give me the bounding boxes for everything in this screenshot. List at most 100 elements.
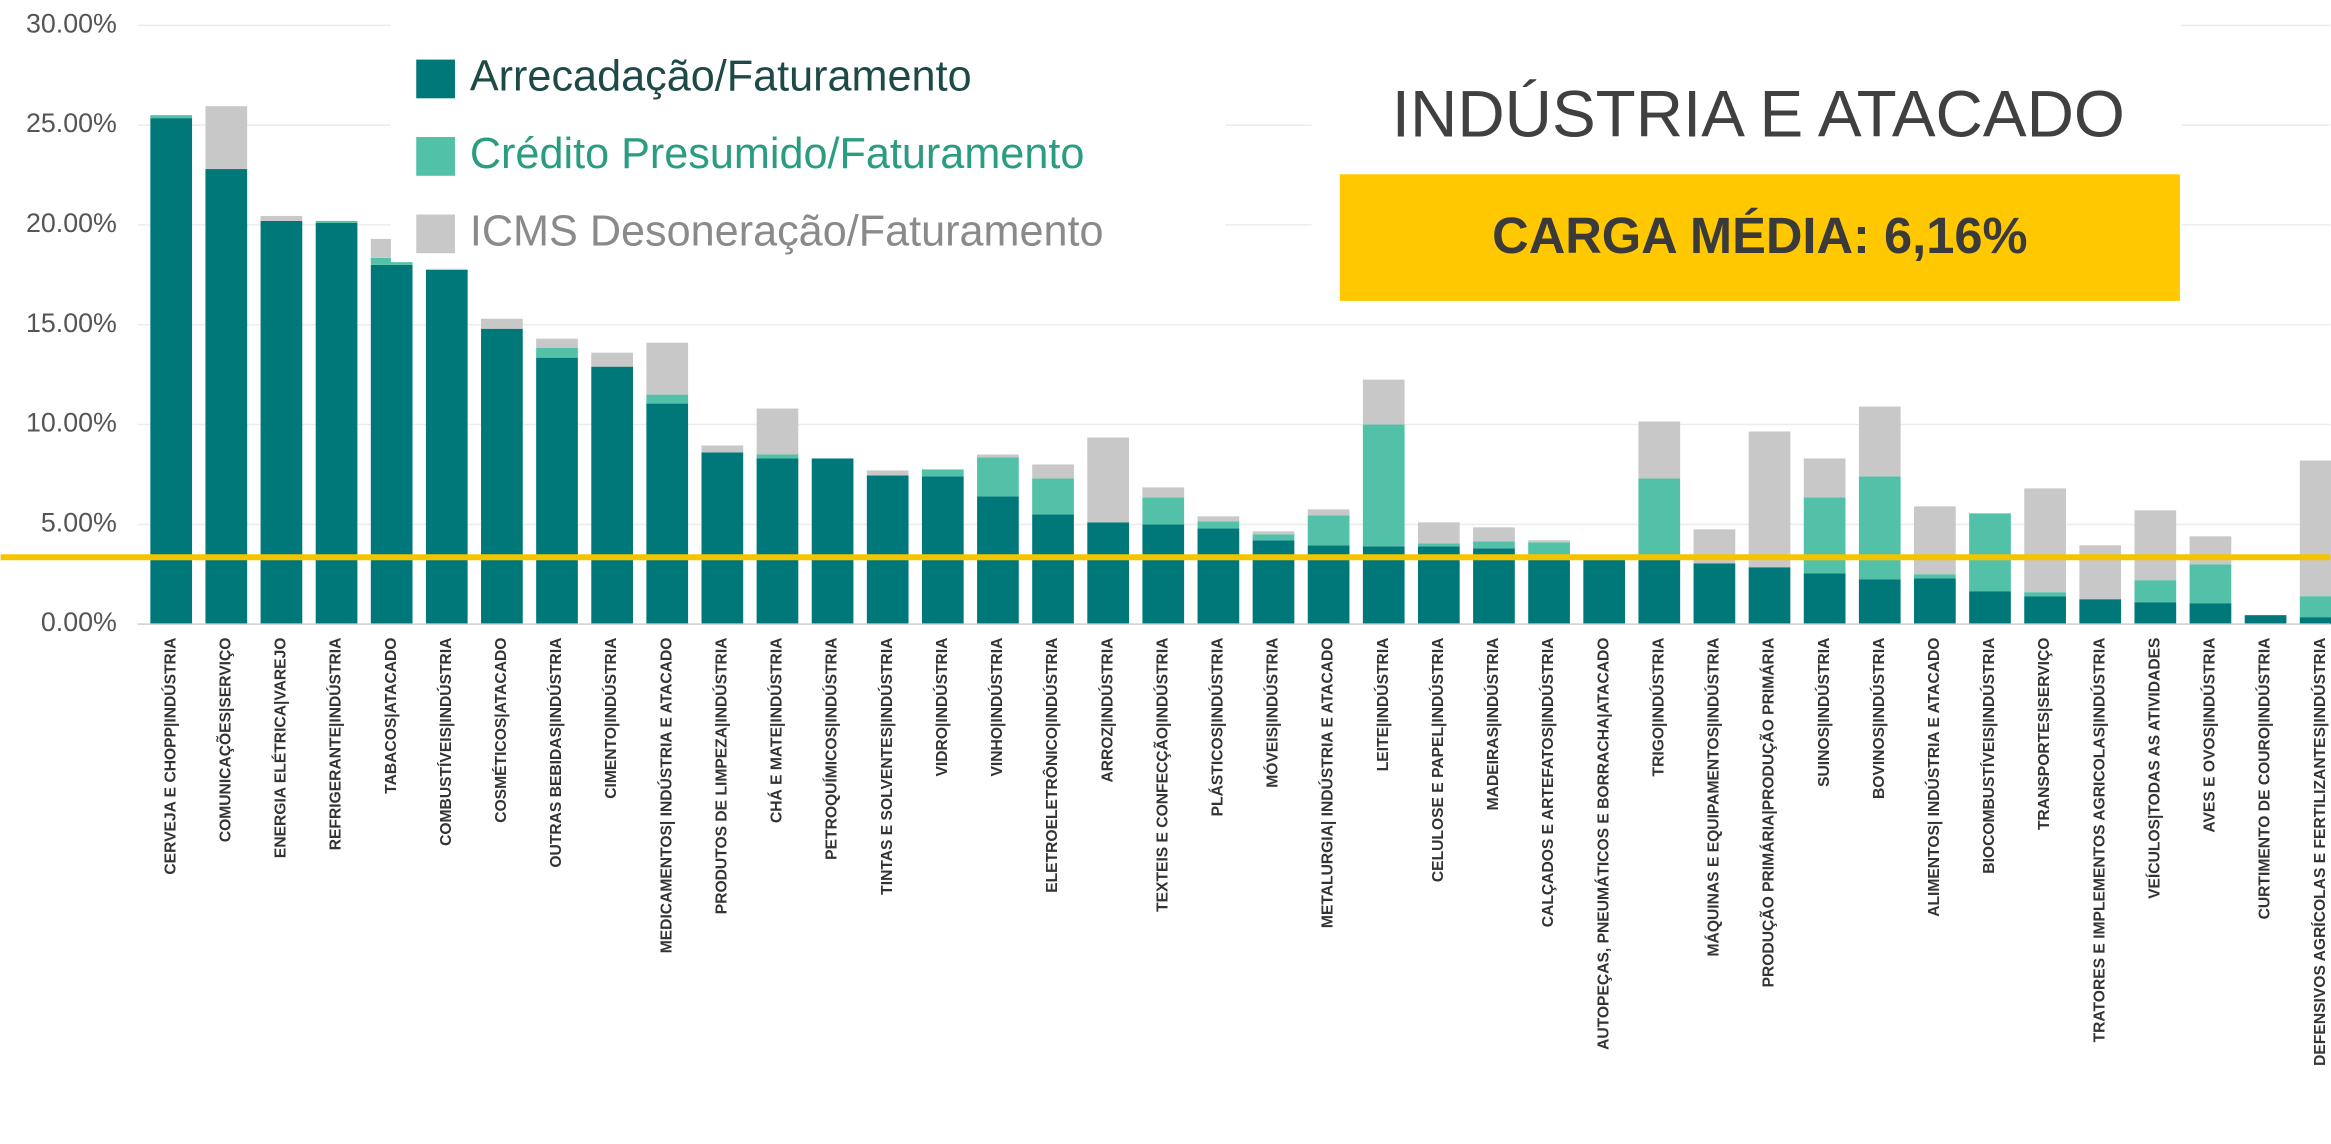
bar-segment xyxy=(1638,478,1681,559)
bar-segment xyxy=(2189,564,2232,604)
x-tick-label: PLÁSTICOS|INDÚSTRIA xyxy=(1208,638,1227,817)
chart-title: INDÚSTRIA E ATACADO xyxy=(1392,77,2125,150)
bar-segment xyxy=(1858,579,1901,625)
x-tick-label: PRODUÇÃO PRIMÁRIA|PRODUÇÃO PRIMÁRIA xyxy=(1758,638,1778,988)
legend-backdrop xyxy=(390,98,1226,263)
bar-segment xyxy=(1528,540,1570,543)
bar-segment xyxy=(260,220,303,625)
bar-segment xyxy=(1142,524,1185,625)
bar-segment xyxy=(921,476,964,625)
bar-segment xyxy=(977,496,1019,625)
bar-segment xyxy=(1693,563,1736,625)
legend-swatch xyxy=(416,137,455,176)
bar-segment xyxy=(1473,527,1515,542)
bar-segment xyxy=(2134,580,2177,603)
bars xyxy=(150,106,2331,625)
x-tick-label: CIMENTO|INDÚSTRIA xyxy=(601,638,620,799)
x-tick-label: COMUNICAÇÕES|SERVIÇO xyxy=(214,638,234,843)
x-tick-label: VIDRO|INDÚSTRIA xyxy=(932,638,951,777)
x-tick-label: MÓVEIS|INDÚSTRIA xyxy=(1263,638,1282,788)
y-tick-label: 25.00% xyxy=(26,108,117,138)
bar-segment xyxy=(1473,548,1515,625)
x-tick-label: TINTAS E SOLVENTES|INDÚSTRIA xyxy=(877,638,896,895)
badge xyxy=(1339,174,2180,301)
bar-segment xyxy=(315,222,358,625)
bar-segment xyxy=(1858,406,1901,477)
bar-segment xyxy=(1858,476,1901,580)
x-tick-label: ALIMENTOS| INDÚSTRIA E ATACADO xyxy=(1924,638,1943,917)
x-tick-label: TRANSPORTES|SERVIÇO xyxy=(2036,638,2053,830)
x-tick-label: CERVEJA E CHOPP|INDÚSTRIA xyxy=(160,638,179,875)
bar-segment xyxy=(2189,603,2232,625)
x-tick-label: TEXTEIS E CONFECÇÃO|INDÚSTRIA xyxy=(1151,638,1171,912)
legend-label: Crédito Presumido/Faturamento xyxy=(470,130,1085,178)
x-tick-label: COSMÉTICOS|ATACADO xyxy=(491,638,510,823)
legend-swatch xyxy=(416,214,455,254)
bar-segment xyxy=(1197,528,1240,625)
y-tick-label: 0.00% xyxy=(41,607,117,637)
bar-segment xyxy=(646,394,689,404)
x-tick-label: OUTRAS BEBIDAS|INDÚSTRIA xyxy=(546,638,565,868)
legend-label: Arrecadação/Faturamento xyxy=(470,52,972,100)
bar-segment xyxy=(1252,540,1295,625)
x-tick-label: VEÍCULOS|TODAS AS ATIVIDADES xyxy=(2144,638,2163,899)
bar-segment xyxy=(1528,554,1570,625)
x-tick-label: ARROZ|INDÚSTRIA xyxy=(1097,638,1116,783)
bar-segment xyxy=(2299,617,2331,625)
x-tick-label: BIOCOMBUSTÍVEIS|INDÚSTRIA xyxy=(1979,638,1998,874)
bar-segment xyxy=(646,342,689,395)
bar-segment xyxy=(1638,421,1681,479)
bar-segment xyxy=(536,347,578,358)
legend-label: ICMS Desoneração/Faturamento xyxy=(470,207,1104,255)
x-tick-label: CELULOSE E PAPEL|INDÚSTRIA xyxy=(1428,638,1447,883)
bar-segment xyxy=(701,452,744,625)
bar-segment xyxy=(1142,487,1185,498)
y-tick-label: 15.00% xyxy=(26,308,117,338)
x-tick-label: CALÇADOS E ARTEFATOS|INDÚSTRIA xyxy=(1538,638,1557,928)
bar-segment xyxy=(536,357,578,625)
bar-segment xyxy=(646,403,689,625)
bar-segment xyxy=(1417,543,1460,547)
bar-segment xyxy=(536,338,578,348)
bar-segment xyxy=(1087,522,1130,625)
bar-segment xyxy=(481,318,523,329)
bar-segment xyxy=(1032,478,1074,515)
bar-segment xyxy=(1252,534,1295,541)
bar-segment xyxy=(866,475,909,625)
bar-segment xyxy=(1803,497,1846,574)
x-tick-label: TRIGO|INDÚSTRIA xyxy=(1648,638,1667,777)
bar-segment xyxy=(1307,509,1350,516)
x-tick-label: SUINOS|INDÚSTRIA xyxy=(1814,638,1833,787)
bar-segment xyxy=(591,352,633,367)
axis: 0.00% 5.00% 10.00% 15.00% 20.00% 25.00% 30.00%… xyxy=(26,8,2331,1066)
y-tick-label: 5.00% xyxy=(41,507,117,537)
bar-segment xyxy=(1473,541,1515,549)
bar-segment xyxy=(1528,542,1570,555)
y-tick-label: 20.00% xyxy=(26,208,117,238)
x-tick-label: AUTOPEÇAS, PNEUMÁTICOS E BORRACHA|ATACAD… xyxy=(1593,638,1612,1050)
bar-segment xyxy=(1252,531,1295,535)
bar-segment xyxy=(756,458,799,625)
bar-segment xyxy=(1307,515,1350,546)
bar-segment xyxy=(1032,464,1074,479)
bar-segment xyxy=(1032,514,1074,625)
bar-segment xyxy=(2299,596,2331,618)
x-tick-label: CURTIMENTO DE COURO|INDÚSTRIA xyxy=(2255,638,2274,920)
bar-segment xyxy=(205,106,248,170)
x-tick-label: REFRIGERANTE|INDÚSTRIA xyxy=(326,638,345,851)
x-tick-label: DEFENSIVOS AGRÍCOLAS E FERTILIZANTES|IND… xyxy=(2310,638,2329,1066)
y-tick-label: 30.00% xyxy=(26,8,117,38)
x-tick-label: CHÁ E MATE|INDÚSTRIA xyxy=(767,638,786,823)
bar-segment xyxy=(1362,379,1405,425)
bar-segment xyxy=(425,269,468,625)
bar-segment xyxy=(977,457,1019,497)
x-tick-label: METALURGIA| INDÚSTRIA E ATACADO xyxy=(1318,638,1337,929)
bar-segment xyxy=(1142,497,1185,525)
bar-segment xyxy=(1914,574,1956,579)
bar-segment xyxy=(425,268,468,270)
bar-segment xyxy=(811,458,854,625)
legend: Arrecadação/Faturamento Crédito Presumido… xyxy=(416,52,1104,255)
bar-segment xyxy=(370,264,413,625)
bar-segment xyxy=(1969,513,2011,592)
